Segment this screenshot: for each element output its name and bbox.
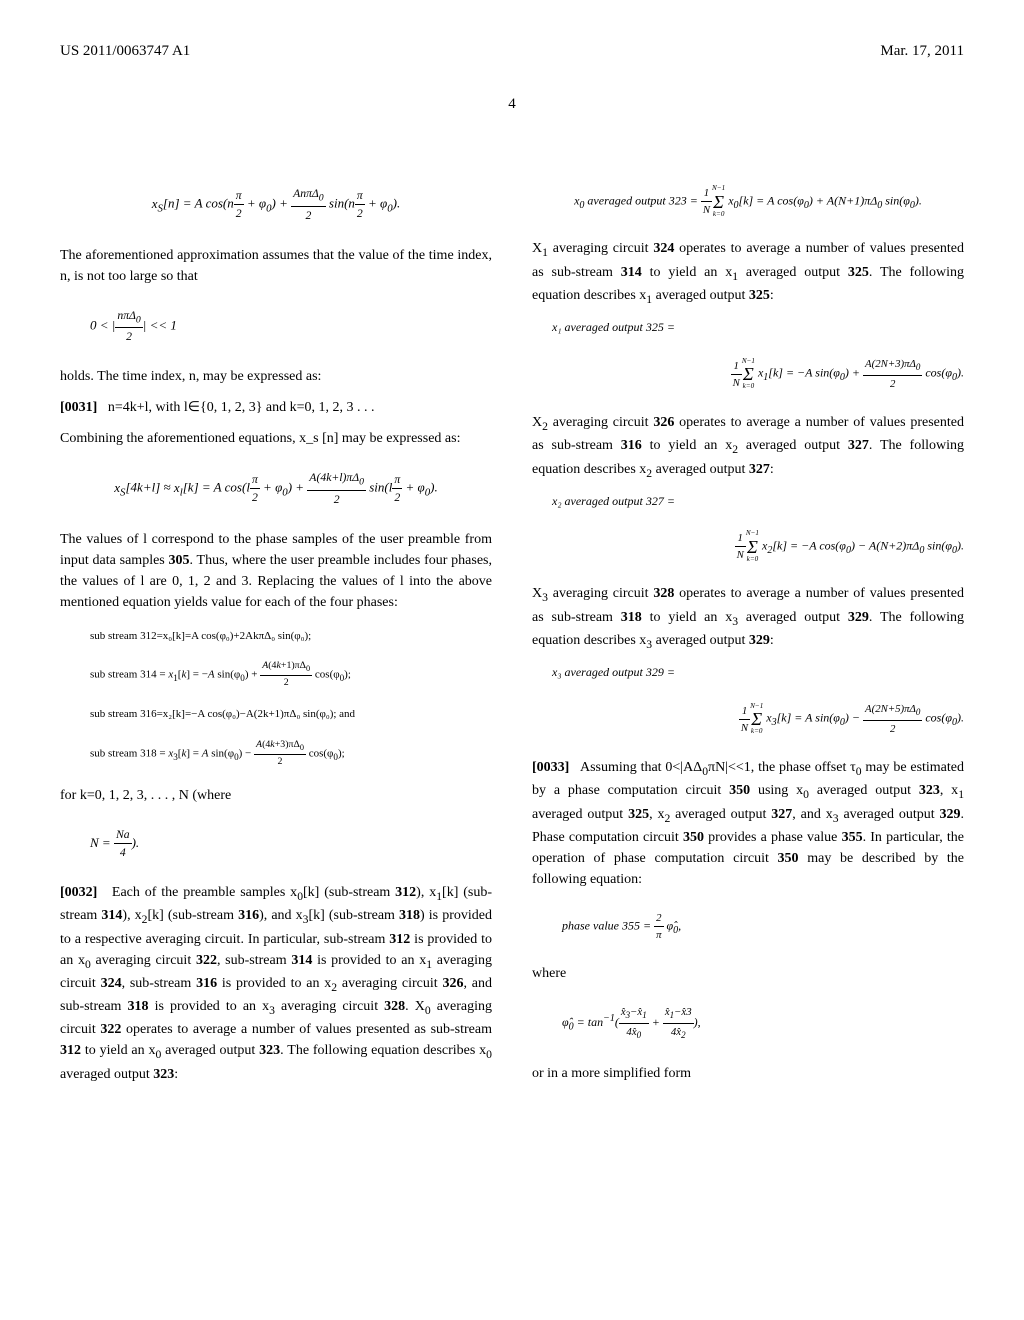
para-label-0032: [0032] [60, 885, 97, 900]
sub-stream-312-eq: sub stream 312=x₀[k]=A cos(φ₀)+2AkπΔ₀ si… [90, 628, 492, 645]
sub-stream-318-eq: sub stream 318 = x3[k] = A sin(φ0) − A(4… [90, 738, 492, 770]
page-number: 4 [60, 93, 964, 116]
equation-x2-avg: 1NN−1Σk=0 x2[k] = −A cos(φ0) − A(N+2)πΔ0… [532, 530, 964, 563]
para-0032: [0032] Each of the preamble samples x0[k… [60, 882, 492, 1085]
para-where: where [532, 963, 964, 984]
publication-date: Mar. 17, 2011 [880, 40, 964, 63]
equation-phi-hat: φ̂0 = tan−1(x̂3−x̂14x̂0 + x̂1−x̂34x̂2), [532, 1004, 964, 1042]
eq-label-x3: x₃ averaged output 329 = [552, 663, 964, 681]
equation-phase-value: phase value 355 = 2π φ̂0, [532, 910, 964, 943]
equation-x3-avg: 1NN−1Σk=0 x3[k] = A sin(φ0) − A(2N+5)πΔ0… [532, 701, 964, 737]
equation-x1-avg: 1NN−1Σk=0 x1[k] = −A sin(φ0) + A(2N+3)πΔ… [532, 356, 964, 392]
para-label-0031: [0031] [60, 400, 97, 415]
publication-number: US 2011/0063747 A1 [60, 40, 190, 63]
para-for-k: for k=0, 1, 2, 3, . . . , N (where [60, 785, 492, 806]
para-label-0033: [0033] [532, 760, 569, 775]
para-x3-circuit: X3 averaging circuit 328 operates to ave… [532, 583, 964, 653]
equation-N: N = Na4). [60, 826, 492, 862]
para-values-l: The values of l correspond to the phase … [60, 529, 492, 613]
sub-stream-314-eq: sub stream 314 = x1[k] = −A sin(φ0) + A(… [90, 659, 492, 691]
eq-label-x1: x₁ averaged output 325 = [552, 318, 964, 336]
equation-xs-n: xS[n] = A cos(nπ2 + φ0) + AnπΔ02 sin(nπ2… [60, 185, 492, 225]
para-x2-circuit: X2 averaging circuit 326 operates to ave… [532, 412, 964, 482]
para-0031: [0031] n=4k+l, with l∈{0, 1, 2, 3} and k… [60, 397, 492, 418]
para-simplified: or in a more simplified form [532, 1063, 964, 1084]
para-approximation: The aforementioned approximation assumes… [60, 245, 492, 287]
right-column: x0 averaged output 323 = 1NN−1Σk=0 x0[k]… [532, 165, 964, 1095]
equation-xs-4kl: xS[4k+l] ≈ xl[k] = A cos(lπ2 + φ0) + A(4… [60, 469, 492, 509]
sub-stream-316-eq: sub stream 316=x₂[k]=−A cos(φ₀)−A(2k+1)π… [90, 706, 492, 723]
para-x1-circuit: X1 averaging circuit 324 operates to ave… [532, 238, 964, 308]
para-holds: holds. The time index, n, may be express… [60, 366, 492, 387]
para-0033: [0033] Assuming that 0<|AΔ0πN|<<1, the p… [532, 757, 964, 890]
eq-label-x2: x₂ averaged output 327 = [552, 492, 964, 510]
para-combining: Combining the aforementioned equations, … [60, 428, 492, 449]
left-column: xS[n] = A cos(nπ2 + φ0) + AnπΔ02 sin(nπ2… [60, 165, 492, 1095]
equation-bound: 0 < |nπΔ02| << 1 [60, 307, 492, 347]
equation-x0-avg: x0 averaged output 323 = 1NN−1Σk=0 x0[k]… [532, 185, 964, 218]
para-0031-text: n=4k+l, with l∈{0, 1, 2, 3} and k=0, 1, … [108, 400, 375, 415]
